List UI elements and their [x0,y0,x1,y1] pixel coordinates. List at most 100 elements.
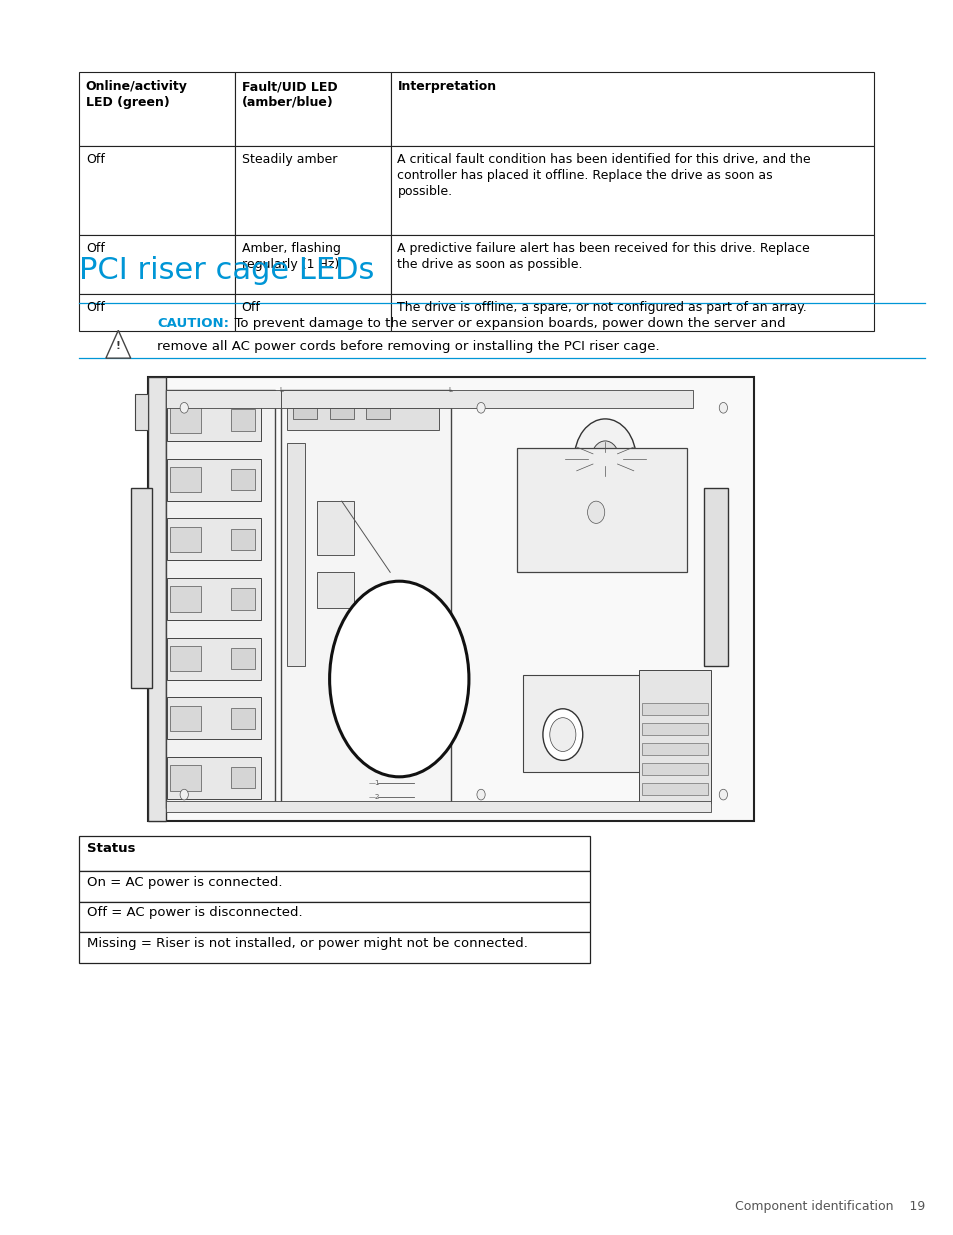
Bar [79,932,589,963]
Bar [170,646,200,672]
Bar [391,72,873,146]
Bar [167,458,261,501]
Bar [234,235,391,294]
Bar [391,294,873,331]
Text: The drive is offline, a spare, or not configured as part of an array.: The drive is offline, a spare, or not co… [397,301,806,315]
Bar [166,802,711,813]
Bar [317,572,354,608]
Bar [170,766,200,790]
Bar [366,408,390,419]
Bar [281,390,450,808]
Text: Amber, flashing
regularly (1 Hz): Amber, flashing regularly (1 Hz) [241,242,340,270]
Text: Off: Off [241,301,260,315]
Text: Status: Status [87,842,135,856]
Bar [231,410,254,431]
Bar [79,72,234,146]
Circle shape [542,709,582,761]
Text: Steadily amber: Steadily amber [241,153,336,167]
Bar [234,72,391,146]
Bar [231,469,254,490]
Circle shape [476,403,485,414]
Bar [281,390,692,408]
Text: Off: Off [86,242,105,256]
Bar [167,578,261,620]
Text: Interpretation: Interpretation [397,80,496,94]
Text: CAUTION:: CAUTION: [157,317,229,331]
Bar [231,648,254,669]
Text: Off: Off [86,153,105,167]
Bar [523,674,674,772]
Bar [167,399,261,441]
Text: Fault/UID LED
(amber/blue): Fault/UID LED (amber/blue) [241,80,337,109]
Bar [166,390,281,408]
Circle shape [476,789,485,800]
Bar [170,467,200,493]
Bar [79,836,589,871]
Bar [231,588,254,610]
Bar [387,671,411,688]
Text: A predictive failure alert has been received for this drive. Replace
the drive a: A predictive failure alert has been rece… [397,242,809,270]
Circle shape [719,789,727,800]
Bar [317,501,354,555]
Bar [330,408,354,419]
Bar [79,871,589,902]
Text: On = AC power is connected.: On = AC power is connected. [87,876,282,889]
Text: —1: —1 [369,781,380,787]
Circle shape [591,441,618,477]
Bar [148,377,753,821]
Bar [287,443,305,666]
Text: PCI riser cage LEDs: PCI riser cage LEDs [79,256,375,284]
Text: Off: Off [86,301,105,315]
Circle shape [549,718,576,751]
Bar [79,294,234,331]
Bar [234,146,391,235]
Circle shape [180,403,188,414]
Bar [79,902,589,932]
Bar [641,724,707,735]
Bar [131,488,152,688]
Circle shape [180,789,188,800]
Text: L: L [279,387,283,393]
Text: Missing = Riser is not installed, or power might not be connected.: Missing = Riser is not installed, or pow… [87,937,527,951]
Ellipse shape [330,582,469,777]
Text: —2: —2 [369,794,380,800]
Bar [641,763,707,774]
Bar [293,408,317,419]
Text: To prevent damage to the server or expansion boards, power down the server and: To prevent damage to the server or expan… [226,317,785,331]
Bar [167,637,261,679]
Bar [641,743,707,755]
Polygon shape [106,330,131,358]
Bar [170,408,200,432]
Bar [231,767,254,788]
Text: Off = AC power is disconnected.: Off = AC power is disconnected. [87,906,302,920]
Bar [167,697,261,740]
Bar [517,448,686,572]
Bar [170,587,200,611]
Bar [167,519,261,561]
Bar [287,408,438,430]
Bar [638,671,711,804]
Text: remove all AC power cords before removing or installing the PCI riser cage.: remove all AC power cords before removin… [157,340,659,353]
Bar [167,757,261,799]
Bar [641,704,707,715]
Bar [170,526,200,552]
Text: Component identification    19: Component identification 19 [735,1199,924,1213]
Bar [148,377,166,821]
Text: L: L [448,387,453,393]
Circle shape [587,501,604,524]
Circle shape [719,403,727,414]
Bar [234,294,391,331]
Text: A critical fault condition has been identified for this drive, and the
controlle: A critical fault condition has been iden… [397,153,810,198]
Bar [170,705,200,731]
Bar [391,235,873,294]
Bar [231,708,254,729]
Bar [166,390,274,808]
Bar [79,146,234,235]
Text: !: ! [115,341,121,351]
Bar [79,235,234,294]
Bar [641,783,707,794]
Bar [391,146,873,235]
Bar [231,529,254,550]
Bar [703,488,727,666]
Text: Online/activity
LED (green): Online/activity LED (green) [86,80,188,109]
